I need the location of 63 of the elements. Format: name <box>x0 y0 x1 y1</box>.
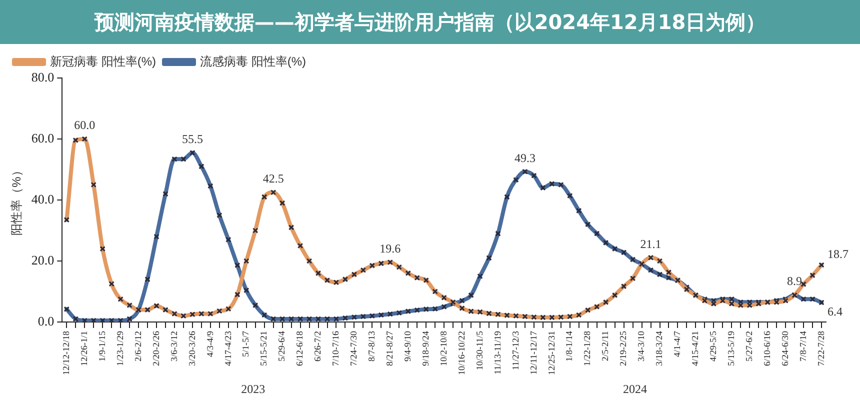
text: 2023 <box>241 382 266 396</box>
data-label: 42.5 <box>262 172 284 186</box>
x-tick-label: 9/18-9/24 <box>420 330 430 366</box>
x-tick-label: 4/29-5/5 <box>708 330 718 362</box>
x-tick-label: 3/6-3/12 <box>168 331 179 362</box>
legend-label: 新冠病毒 阳性率(%) <box>50 54 156 68</box>
y-tick-label: 80.0 <box>31 69 54 84</box>
x-tick-label: 5/27-6/2 <box>744 331 754 362</box>
x-tick-label: 12/11-12/17 <box>528 330 538 375</box>
x-tick-label: 6/24-6/30 <box>780 330 790 366</box>
x-tick-label: 12/12-12/18 <box>61 330 72 375</box>
x-tick-label: 12/26-1/1 <box>78 331 89 366</box>
chart-title: 预测河南疫情数据——初学者与进阶用户指南（以2024年12月18日为例） <box>0 0 860 44</box>
text: 2024 <box>623 382 648 396</box>
x-tick-label: 1/8-1/14 <box>564 330 574 362</box>
x-tick-label: 10/16-10/22 <box>456 331 466 375</box>
data-label: 21.1 <box>640 236 662 251</box>
data-label: 49.3 <box>514 150 536 165</box>
x-tick-label: 10/30-11/5 <box>474 330 484 370</box>
x-tick-label: 6/10-6/16 <box>762 330 772 366</box>
x-tick-label: 7/8-7/14 <box>798 330 808 362</box>
x-tick-label: 2/5-2/11 <box>600 331 610 362</box>
x-tick-label: 5/29-6/4 <box>276 330 287 362</box>
x-tick-label: 7/22-7/28 <box>816 330 826 366</box>
x-tick-label: 11/27-12/3 <box>510 330 520 370</box>
data-label: 18.7 <box>828 247 849 262</box>
y-tick-label: 60.0 <box>31 130 54 146</box>
x-tick-label: 12/25-12/31 <box>546 331 556 375</box>
x-tick-label: 1/9-1/15 <box>96 330 107 362</box>
y-tick-label: 0.0 <box>38 313 54 328</box>
y-tick-label: 20.0 <box>31 252 54 268</box>
x-tick-label: 4/3-4/9 <box>204 330 215 357</box>
x-tick-label: 3/20-3/26 <box>186 330 197 366</box>
y-tick-label: 40.0 <box>31 191 54 206</box>
y-axis-title: 阳性率（%） <box>10 164 24 236</box>
x-tick-label: 8/7-8/13 <box>366 330 377 362</box>
data-label: 8.9 <box>787 274 802 288</box>
x-tick-label: 4/17-4/23 <box>222 330 233 366</box>
x-tick-label: 6/12-6/18 <box>294 330 305 366</box>
x-tick-label: 1/23-1/29 <box>114 330 125 366</box>
x-tick-label: 5/1-5/7 <box>240 330 251 357</box>
data-label: 60.0 <box>74 118 96 132</box>
x-tick-label: 1/22-1/28 <box>582 330 592 366</box>
x-tick-label: 9/4-9/10 <box>402 330 412 362</box>
x-tick-label: 4/1-4/7 <box>672 330 682 357</box>
x-tick-label: 11/13-11/19 <box>492 330 502 374</box>
data-label: 6.4 <box>828 304 843 319</box>
x-tick-label: 5/13-5/19 <box>726 330 736 366</box>
x-tick-label: 6/26-7/2 <box>312 331 323 362</box>
x-tick-label: 2/20-2/26 <box>150 330 161 366</box>
x-tick-label: 2/6-2/12 <box>132 331 143 362</box>
data-label: 19.6 <box>380 241 401 256</box>
x-tick-label: 8/21-8/27 <box>384 330 395 366</box>
x-tick-label: 3/4-3/10 <box>636 330 646 362</box>
legend-label: 流感病毒 阳性率(%) <box>200 54 306 68</box>
x-tick-label: 5/15-5/21 <box>258 331 269 366</box>
x-tick-label: 7/24-7/30 <box>348 330 359 366</box>
x-tick-label: 10/2-10/8 <box>438 330 448 366</box>
x-tick-label: 7/10-7/16 <box>330 330 341 366</box>
x-tick-label: 3/18-3/24 <box>654 330 664 366</box>
x-tick-label: 2/19-2/25 <box>618 330 628 366</box>
data-label: 55.5 <box>182 132 203 146</box>
x-tick-label: 4/15-4/21 <box>690 331 700 366</box>
